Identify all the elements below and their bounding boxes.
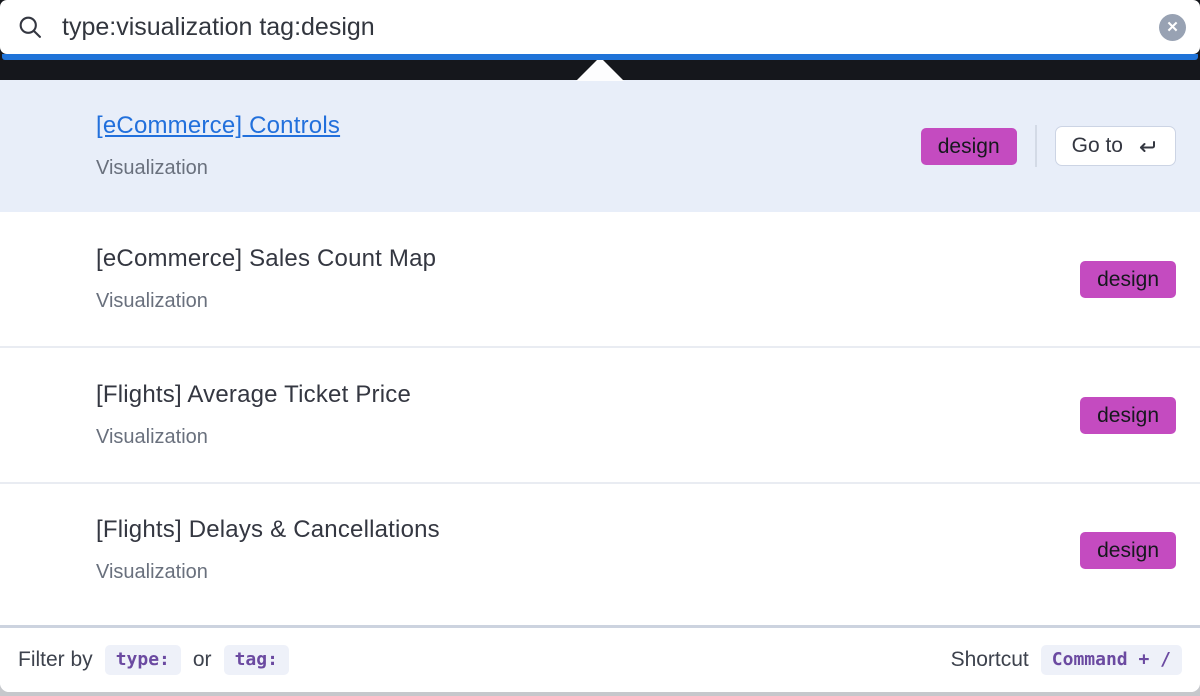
result-side: design	[1080, 531, 1176, 569]
result-main: [eCommerce] Controls Visualization	[96, 112, 921, 180]
goto-button[interactable]: Go to	[1054, 126, 1176, 166]
tag-filter-kbd[interactable]: tag:	[223, 645, 289, 675]
search-result-row[interactable]: [eCommerce] Sales Count Map Visualizatio…	[0, 212, 1200, 348]
result-main: [Flights] Average Ticket Price Visualiza…	[96, 381, 1080, 449]
result-title[interactable]: [Flights] Average Ticket Price	[96, 381, 412, 409]
filter-by-label: Filter by	[18, 648, 93, 671]
search-result-row[interactable]: [eCommerce] Controls Visualization desig…	[0, 80, 1200, 212]
result-type-label: Visualization	[96, 289, 208, 312]
search-input[interactable]	[62, 0, 1159, 54]
tag-badge[interactable]: design	[1080, 396, 1176, 434]
search-popover-footer: Filter by type: or tag: Shortcut Command…	[0, 625, 1200, 692]
filter-hints: Filter by type: or tag:	[18, 645, 289, 675]
search-result-row[interactable]: [Flights] Delays & Cancellations Visuali…	[0, 484, 1200, 616]
shortcut-label: Shortcut	[950, 648, 1029, 671]
shortcut-kbd: Command + /	[1040, 645, 1182, 675]
clear-search-icon[interactable]: ✕	[1159, 13, 1186, 41]
shortcut-hint: Shortcut Command + /	[951, 645, 1182, 675]
result-type-label: Visualization	[96, 560, 208, 583]
result-type-label: Visualization	[96, 425, 208, 448]
search-icon	[19, 16, 41, 38]
result-title[interactable]: [Flights] Delays & Cancellations	[96, 516, 440, 544]
result-main: [eCommerce] Sales Count Map Visualizatio…	[96, 245, 1080, 313]
search-results-popover: [eCommerce] Controls Visualization desig…	[0, 80, 1200, 692]
result-side: design	[1080, 260, 1176, 298]
result-type-label: Visualization	[96, 156, 208, 179]
tag-badge[interactable]: design	[1080, 260, 1176, 298]
search-focus-underline	[2, 54, 1198, 60]
goto-label: Go to	[1071, 134, 1123, 157]
divider	[1034, 125, 1037, 167]
return-key-icon	[1140, 141, 1155, 152]
result-side: design Go to	[920, 125, 1176, 167]
popover-arrow	[576, 57, 624, 81]
tag-badge[interactable]: design	[1080, 531, 1176, 569]
tag-badge[interactable]: design	[920, 127, 1017, 165]
or-label: or	[192, 648, 212, 671]
type-filter-kbd[interactable]: type:	[104, 645, 181, 675]
result-title[interactable]: [eCommerce] Sales Count Map	[96, 245, 437, 273]
global-search-bar: ✕	[0, 0, 1200, 54]
search-result-row[interactable]: [Flights] Average Ticket Price Visualiza…	[0, 348, 1200, 484]
result-title-link[interactable]: [eCommerce] Controls	[96, 112, 341, 140]
result-side: design	[1080, 396, 1176, 434]
result-main: [Flights] Delays & Cancellations Visuali…	[96, 516, 1080, 584]
